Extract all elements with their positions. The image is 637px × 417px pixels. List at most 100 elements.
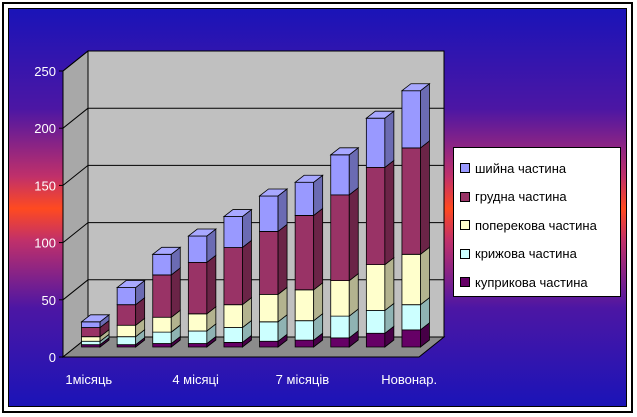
bar-front (330, 280, 350, 317)
x-tick-label: Новонар. (381, 372, 437, 387)
legend-swatch (460, 191, 470, 202)
bar-front (294, 320, 315, 341)
gridline-side (62, 50, 89, 72)
bar-front (152, 343, 172, 348)
bar-segment (187, 254, 217, 315)
y-tick-label: 150 (34, 178, 56, 193)
legend-swatch (460, 220, 470, 231)
bar-front (81, 327, 101, 338)
bar-side (384, 110, 395, 169)
bar-front (223, 327, 243, 343)
y-tick-label: 50 (42, 293, 56, 308)
bar-segment (259, 314, 288, 343)
bar-top (222, 209, 253, 217)
y-tick-label: 250 (34, 64, 56, 79)
bar-top (115, 280, 146, 288)
bar-front (259, 321, 279, 342)
bar-front (259, 195, 279, 232)
legend-label: грудна частина (475, 189, 567, 205)
bar-front (330, 337, 350, 348)
x-tick-label: 1місяць (65, 372, 112, 387)
bar-front (152, 316, 172, 333)
bar-segment (294, 312, 324, 341)
bar-front (365, 117, 386, 168)
bar-segment (401, 296, 430, 331)
gridline-side (62, 165, 89, 186)
bar-side (170, 267, 181, 319)
bar-segment (80, 314, 111, 329)
bar-front (294, 181, 315, 216)
bar-segment (223, 296, 252, 329)
legend-label: шийна частина (475, 160, 567, 176)
bar-side (420, 246, 430, 306)
bar-side (420, 140, 430, 256)
bar-segment (223, 239, 252, 306)
bar-front (223, 247, 243, 306)
bar-front (187, 235, 208, 263)
chart-area: 0 50 100 150 200 250 1місяць 4 місяці 7 місяців… (8, 8, 627, 407)
bar-front (152, 274, 172, 318)
bar-top (151, 246, 182, 255)
bar-segment (330, 272, 359, 317)
bar-front (330, 194, 350, 282)
gridline-side (62, 222, 89, 243)
bar-segment (365, 110, 396, 169)
bar-side (348, 187, 359, 282)
bar-segment (151, 246, 182, 276)
bar-segment (116, 317, 146, 338)
bar-front (187, 330, 208, 344)
bar-front (187, 343, 208, 348)
bar-front (365, 264, 386, 311)
legend-label: крижова частина (475, 246, 577, 262)
bar-front (401, 90, 421, 149)
bar-segment (329, 146, 360, 196)
legend-item: грудна частина (460, 183, 616, 212)
bar-front (401, 329, 421, 348)
bar-front (259, 293, 279, 323)
bar-front (401, 304, 421, 331)
bar-front (152, 331, 172, 344)
bar-side (242, 239, 252, 306)
gridline-side (62, 279, 89, 301)
bar-front (116, 336, 137, 346)
legend-swatch (460, 248, 470, 259)
bar-segment (258, 188, 289, 233)
bar-side (206, 254, 217, 315)
bar-segment (259, 333, 288, 348)
side-wall (62, 49, 89, 359)
bar-segment (116, 336, 146, 348)
bar-segment (152, 324, 181, 345)
bar-segment (222, 208, 253, 249)
legend-item: поперекова частина (460, 211, 616, 240)
legend-swatch (460, 163, 470, 174)
bar-segment (294, 207, 324, 291)
bar-top (365, 110, 396, 119)
bar-top (258, 188, 289, 197)
bar-front (401, 253, 421, 306)
bar-front (294, 215, 315, 291)
bar-side (420, 82, 430, 149)
bar-segment (401, 246, 430, 306)
bar-front (116, 287, 137, 306)
bar-side (277, 223, 288, 296)
bar-front (365, 166, 386, 266)
bar-segment (365, 302, 395, 335)
legend-item: крижова частина (460, 240, 616, 269)
bar-top (80, 314, 111, 323)
bar-top (187, 228, 218, 237)
bar-side (348, 146, 359, 196)
legend-label: куприкова частина (475, 274, 588, 290)
bar-front (187, 313, 208, 332)
bar-front (330, 154, 350, 196)
bar-front (116, 304, 137, 326)
bar-segment (294, 332, 324, 348)
bar-front (152, 253, 172, 276)
bar-front (401, 147, 421, 255)
bar-front (259, 231, 279, 295)
gridline-side (62, 107, 89, 129)
bar-front (259, 340, 279, 348)
bar-top (329, 147, 360, 156)
y-tick-label: 0 (49, 350, 56, 365)
y-tick-label: 200 (34, 121, 56, 136)
legend-label: поперекова частина (475, 217, 597, 233)
